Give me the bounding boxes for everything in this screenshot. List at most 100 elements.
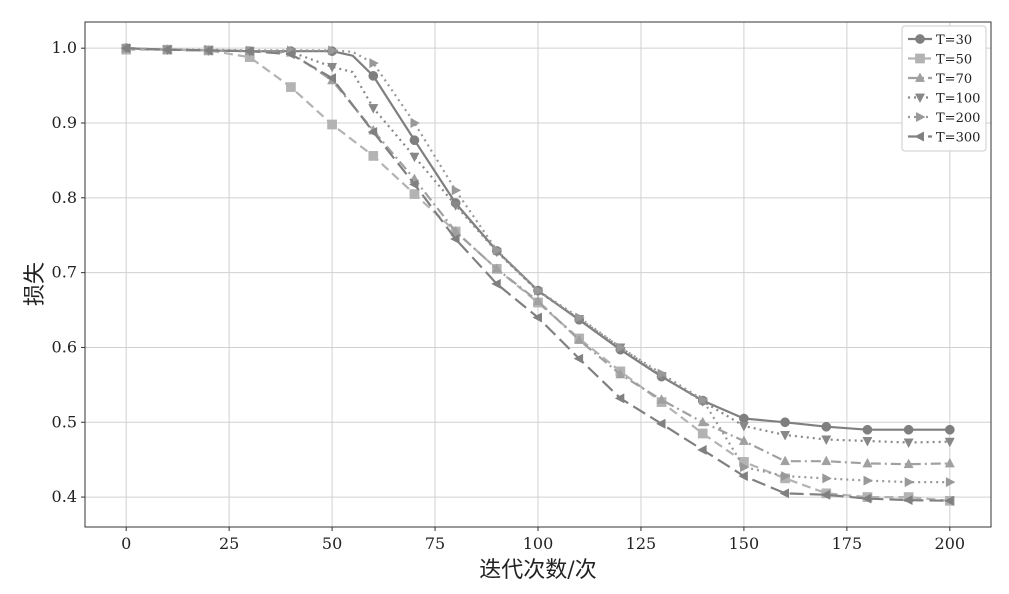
- data-point: [655, 418, 666, 429]
- data-point: [903, 438, 914, 449]
- data-point: [781, 471, 791, 482]
- data-point: [944, 437, 955, 448]
- y-tick-label: 1.0: [52, 38, 77, 57]
- data-point: [780, 455, 791, 466]
- legend-marker: [915, 53, 925, 64]
- data-point: [657, 368, 668, 379]
- data-point: [738, 471, 748, 482]
- legend-label: T=100: [936, 92, 980, 107]
- data-point: [739, 462, 750, 473]
- data-point: [450, 233, 460, 244]
- data-point: [534, 285, 544, 296]
- data-point: [904, 477, 915, 488]
- data-point: [779, 488, 790, 499]
- data-point: [738, 435, 749, 445]
- legend: T=30 T=50 T=70 T=100 T=200 T=300: [901, 25, 987, 152]
- y-tick-label: 0.8: [52, 188, 77, 207]
- data-point: [821, 435, 832, 446]
- data-point: [945, 477, 956, 488]
- legend-label: T=200: [936, 111, 980, 126]
- data-point: [532, 312, 542, 323]
- data-point: [822, 473, 832, 484]
- data-point: [328, 45, 338, 56]
- data-point: [820, 489, 831, 500]
- data-point: [450, 201, 461, 211]
- series-5: [120, 43, 954, 506]
- legend-label: T=50: [936, 53, 972, 68]
- legend-label: T=300: [936, 131, 980, 146]
- data-point: [861, 493, 872, 504]
- data-point: [697, 428, 708, 439]
- data-point: [327, 62, 338, 73]
- data-point: [408, 179, 419, 190]
- legend-marker: [916, 111, 926, 123]
- data-point: [656, 394, 667, 404]
- data-point: [327, 119, 337, 130]
- data-point: [532, 295, 544, 305]
- x-axis-label: 迭代次数/次: [479, 558, 596, 583]
- x-tick-label: 0: [121, 534, 131, 553]
- data-point: [450, 225, 461, 236]
- legend-label: T=30: [936, 33, 972, 48]
- series-line: [126, 47, 950, 484]
- x-tick-label: 75: [425, 534, 445, 553]
- data-point: [368, 104, 379, 114]
- data-point: [944, 424, 955, 435]
- data-point: [862, 424, 873, 435]
- data-point: [575, 312, 585, 323]
- legend-marker: [914, 131, 924, 142]
- x-tick-label: 50: [322, 534, 342, 553]
- data-point: [491, 263, 502, 273]
- legend-marker: [914, 93, 926, 104]
- data-point: [697, 444, 707, 455]
- y-tick-label: 0.7: [52, 263, 77, 282]
- y-tick-label: 0.4: [52, 487, 77, 506]
- data-point: [574, 334, 585, 344]
- data-point: [697, 416, 708, 427]
- data-point: [161, 44, 172, 55]
- y-tick-label: 0.5: [52, 412, 77, 431]
- data-point: [862, 457, 873, 468]
- data-point: [821, 421, 832, 432]
- x-tick-label: 125: [626, 534, 657, 553]
- data-point: [369, 58, 379, 69]
- data-point: [368, 71, 379, 81]
- data-point: [944, 457, 955, 468]
- data-point: [202, 45, 213, 56]
- series-line: [126, 47, 950, 466]
- data-point: [616, 342, 626, 353]
- data-point: [244, 46, 254, 57]
- grid-lines: [85, 22, 991, 527]
- x-tick-label: 25: [219, 534, 239, 553]
- tick-layer: 0 25 50 75 100 125 150 175 200 0.4 0.5 0.6 0.7 0.8 0.9…: [52, 38, 966, 553]
- y-axis-label: 损失: [23, 262, 48, 306]
- data-point: [491, 278, 501, 289]
- data-point: [120, 43, 131, 54]
- data-point: [698, 394, 709, 405]
- data-point: [863, 475, 874, 486]
- data-point: [326, 73, 337, 84]
- data-point: [492, 245, 503, 256]
- series-4: [122, 43, 956, 488]
- data-point: [286, 82, 296, 92]
- data-point: [903, 495, 913, 506]
- data-point: [614, 393, 625, 404]
- x-tick-label: 100: [523, 534, 554, 553]
- series-line: [126, 47, 950, 444]
- data-point: [368, 151, 379, 161]
- data-point: [615, 368, 626, 379]
- x-tick-label: 150: [729, 534, 760, 553]
- data-point: [738, 422, 749, 432]
- legend-label: T=70: [936, 72, 972, 87]
- data-point: [821, 455, 832, 466]
- legend-marker: [914, 72, 926, 82]
- data-point: [367, 126, 378, 137]
- data-point: [780, 417, 790, 428]
- data-point: [410, 117, 421, 129]
- data-point: [739, 413, 749, 424]
- data-point: [903, 458, 914, 469]
- x-tick-label: 200: [935, 534, 966, 553]
- y-tick-label: 0.9: [52, 113, 77, 132]
- series-line: [126, 48, 950, 502]
